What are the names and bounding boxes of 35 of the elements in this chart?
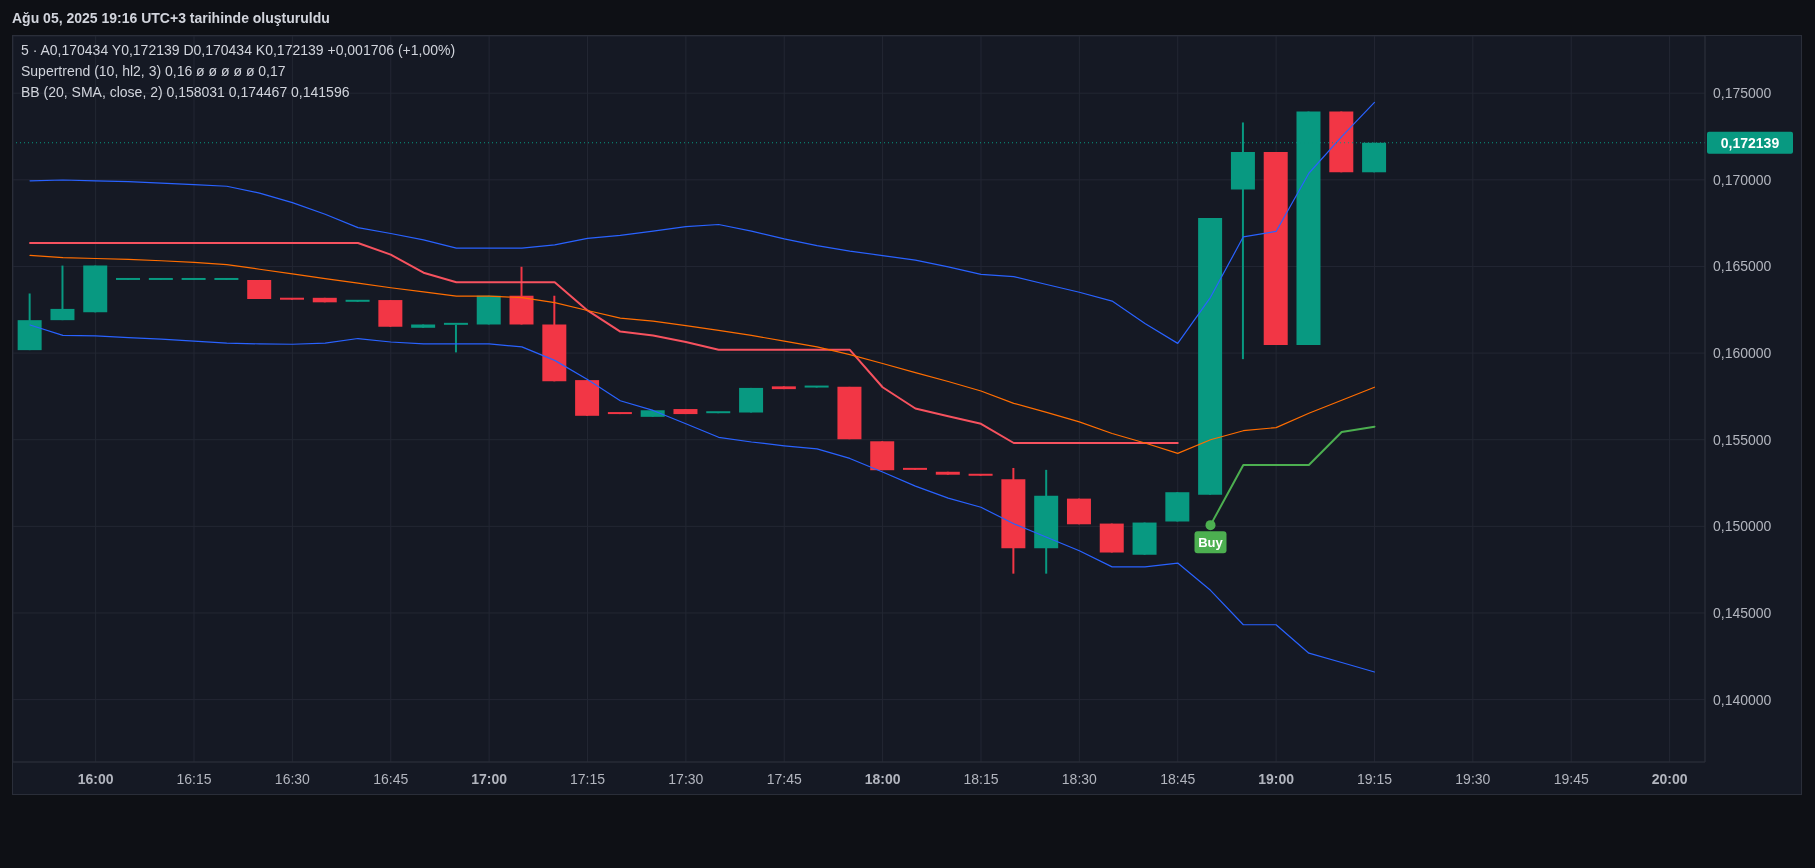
x-tick-label: 18:00 [864,771,901,787]
x-tick-label: 19:30 [1455,771,1491,787]
x-tick-label: 19:45 [1553,771,1589,787]
x-tick-label: 16:00 [77,771,114,787]
line-series [29,242,1179,445]
annotation: Buy [1198,535,1224,551]
ref-line-label: 0,172139 [1720,134,1780,151]
annotation: Supertrend (10, hl2, 3) 0,16 ø ø ø ø ø 0,17 [21,62,287,81]
annotation: 5 · A0,170434 Y0,172139 D0,170434 K0,172139 +0,001706 (+1,00%) [21,41,456,60]
x-tick-label: 18:15 [963,771,999,787]
x-tick-label: 16:45 [373,771,409,787]
x-tick-label: 19:00 [1258,771,1295,787]
y-tick-label: 0,170000 [1713,171,1772,188]
x-tick-label: 17:00 [471,771,508,787]
line-series [29,254,1376,455]
candlestick [443,322,468,353]
line-series [29,101,1376,344]
x-tick-label: 18:45 [1160,771,1196,787]
y-tick-label: 0,145000 [1713,604,1772,621]
y-tick-label: 0,140000 [1713,691,1772,708]
x-tick-label: 18:30 [1061,771,1098,787]
y-tick-label: 0,175000 [1713,85,1772,102]
x-tick-label: 20:00 [1651,771,1688,787]
x-tick-label: 17:30 [668,771,704,787]
x-tick-label: 16:15 [176,771,212,787]
y-tick-label: 0,155000 [1713,431,1772,448]
y-tick-label: 0,160000 [1713,345,1772,362]
x-tick-label: 19:15 [1356,771,1393,787]
x-tick-label: 17:15 [569,771,606,787]
x-tick-label: 17:45 [766,771,802,787]
annotation: BB (20, SMA, close, 2) 0,158031 0,174467 0,141596 [21,83,351,102]
text: Ağu 05, 2025 19:16 UTC+3 tarihinde oluşturuldu [12,10,330,26]
y-tick-label: 0,150000 [1713,518,1772,535]
y-tick-label: 0,165000 [1713,258,1772,275]
x-tick-label: 16:30 [274,771,311,787]
